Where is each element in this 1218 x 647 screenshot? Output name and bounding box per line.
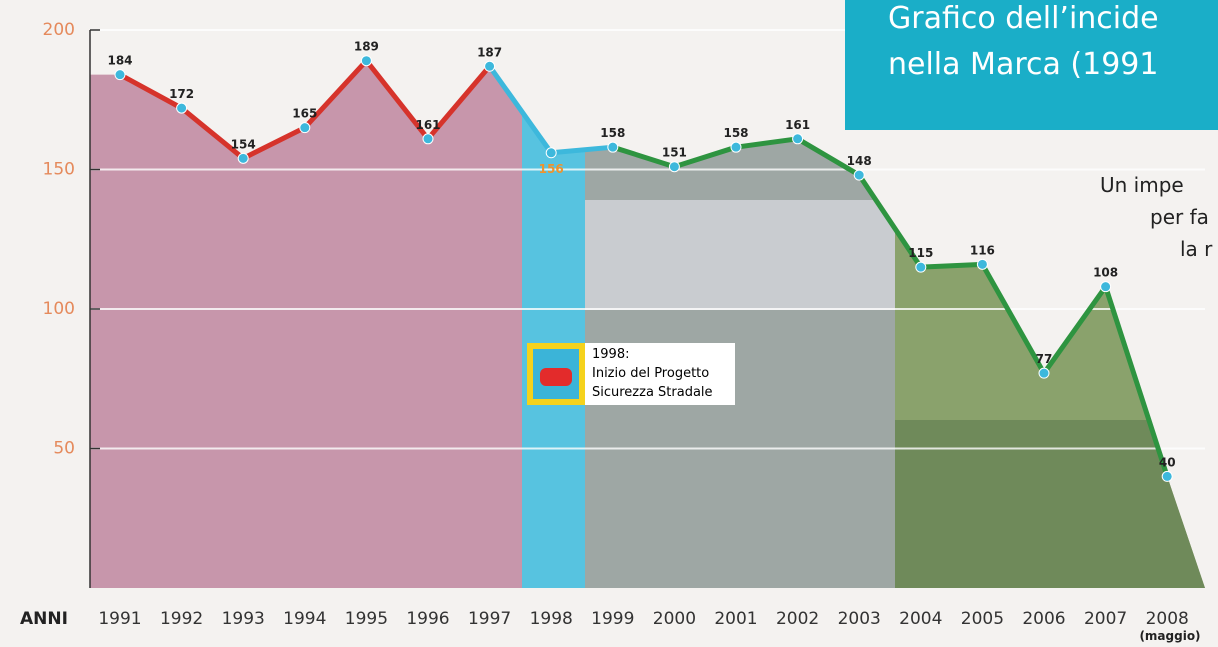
x-tick-label: 1997 — [468, 609, 511, 629]
point — [1101, 282, 1111, 292]
value-label: 154 — [231, 137, 256, 151]
point — [793, 134, 803, 144]
point — [361, 56, 371, 66]
value-label: 40 — [1159, 455, 1176, 469]
point — [1162, 471, 1172, 481]
point — [115, 70, 125, 80]
point — [300, 123, 310, 133]
page: Grafico dell’incide nella Marca (1991 Un… — [0, 0, 1218, 647]
value-label: 161 — [785, 118, 810, 132]
value-label: 108 — [1093, 266, 1118, 280]
value-label: 184 — [107, 54, 132, 68]
annotation-text: Sicurezza Stradale — [592, 385, 713, 400]
x-tick-label: 2001 — [714, 609, 757, 629]
x-tick-label: 2000 — [653, 609, 696, 629]
line-segment — [921, 264, 983, 267]
point — [916, 262, 926, 272]
x-note: (maggio) — [1139, 629, 1200, 643]
x-tick-label: 2007 — [1084, 609, 1127, 629]
value-label: 148 — [847, 154, 872, 168]
x-tick-label: 2003 — [838, 609, 881, 629]
title: nella Marca (1991 — [888, 47, 1158, 82]
title: Grafico dell’incide — [888, 1, 1159, 36]
value-label: 77 — [1036, 352, 1053, 366]
x-tick-label: 1991 — [98, 609, 141, 629]
x-tick-label: 1994 — [283, 609, 326, 629]
point — [177, 103, 187, 113]
value-label: 172 — [169, 87, 194, 101]
point — [423, 134, 433, 144]
x-tick-label: 2002 — [776, 609, 819, 629]
value-label: 165 — [292, 107, 317, 121]
y-tick-label: 150 — [43, 160, 75, 180]
x-tick-label: 2008 — [1146, 609, 1189, 629]
value-label: 156 — [539, 162, 564, 176]
y-tick-label: 200 — [43, 20, 75, 40]
value-label: 189 — [354, 40, 379, 54]
value-label: 116 — [970, 243, 995, 257]
point — [977, 259, 987, 269]
x-tick-label: 1992 — [160, 609, 203, 629]
annotation: 1998: Inizio del Progetto Sicurezza Stra… — [527, 343, 735, 405]
side-text: Un impe — [1100, 173, 1184, 197]
x-tick-label: 1993 — [222, 609, 265, 629]
value-label: 151 — [662, 146, 687, 160]
point — [485, 61, 495, 71]
point — [546, 148, 556, 158]
value-label: 158 — [723, 126, 748, 140]
point — [669, 162, 679, 172]
side-text: per fa — [1150, 205, 1209, 229]
chart: Grafico dell’incide nella Marca (1991 Un… — [0, 0, 1218, 647]
value-label: 161 — [415, 118, 440, 132]
annotation-text: 1998: — [592, 347, 629, 362]
point — [608, 142, 618, 152]
x-tick-label: 1999 — [591, 609, 634, 629]
y-tick-label: 100 — [43, 299, 75, 319]
value-label: 158 — [600, 126, 625, 140]
point — [731, 142, 741, 152]
annotation-text: Inizio del Progetto — [592, 366, 709, 381]
x-tick-label: 1998 — [530, 609, 573, 629]
y-tick-label: 50 — [53, 439, 75, 459]
value-label: 115 — [908, 246, 933, 260]
point — [1039, 368, 1049, 378]
point — [238, 153, 248, 163]
x-tick-label: 1995 — [345, 609, 388, 629]
side-text: la r — [1180, 237, 1213, 261]
point — [854, 170, 864, 180]
x-tick-label: 1996 — [406, 609, 449, 629]
value-label: 187 — [477, 45, 502, 59]
x-axis-label: ANNI — [20, 609, 68, 629]
x-tick-label: 2004 — [899, 609, 942, 629]
x-tick-label: 2005 — [961, 609, 1004, 629]
x-tick-label: 2006 — [1022, 609, 1065, 629]
